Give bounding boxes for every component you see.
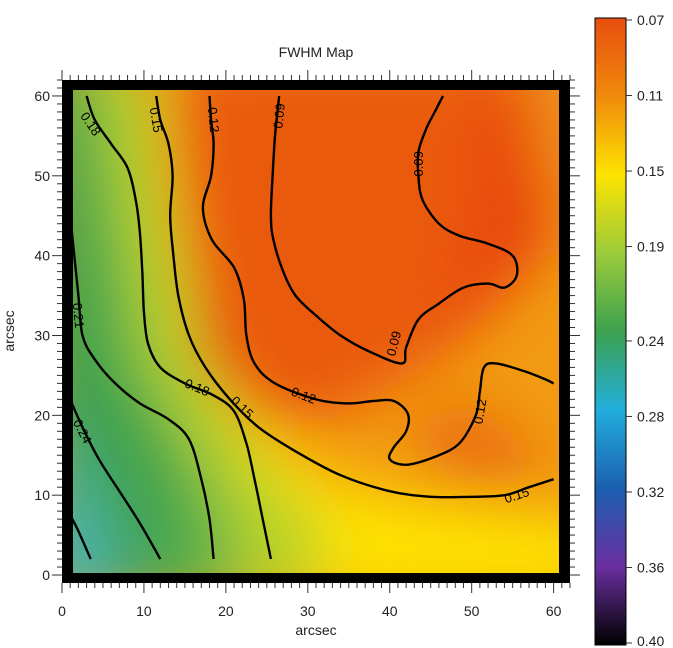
y-tick-label: 40 [34, 248, 50, 264]
contour-label-1-2: 0.12 [470, 398, 489, 425]
colorbar-tick-label: 0.32 [637, 484, 664, 500]
colorbar-tick-label: 0.24 [637, 333, 664, 349]
y-tick-label: 60 [34, 88, 50, 104]
colorbar-ticks: 0.07 0.11 0.15 0.19 0.24 0.28 0.32 0.36 0.40 [626, 12, 664, 648]
axes: 0 10 20 30 40 50 60 0 10 20 30 40 50 60 [34, 70, 580, 619]
contour-line-0 [269, 95, 519, 365]
contour-label-2-2: 0.15 [502, 484, 531, 506]
contour-label-0-2: 0.09 [383, 329, 404, 357]
y-tick-label: 20 [34, 407, 50, 423]
y-tick-label: 30 [34, 327, 50, 343]
x-tick-label: 0 [58, 603, 66, 619]
y-axis-title: arcsec [1, 310, 17, 351]
x-tick-label: 30 [300, 603, 316, 619]
contour-line-1 [201, 95, 555, 467]
contour-line-6 [73, 517, 92, 560]
colorbar-tick-label: 0.28 [637, 408, 664, 424]
contour-line-2 [155, 95, 554, 499]
contour-label-0-0: 0.09 [270, 103, 288, 130]
x-tick-label: 50 [464, 603, 480, 619]
colorbar-tick-label: 0.07 [637, 12, 664, 28]
contour-line-3 [85, 95, 273, 560]
y-tick-label: 0 [42, 567, 50, 583]
colorbar-tick-label: 0.19 [637, 239, 664, 255]
colorbar-tick-label: 0.15 [637, 163, 664, 179]
chart-title: FWHM Map [279, 44, 354, 60]
colorbar-bar [594, 17, 627, 646]
contour-label-2-0: 0.15 [147, 106, 166, 133]
y-tick-label: 50 [34, 168, 50, 184]
x-tick-label: 60 [546, 603, 562, 619]
colorbar: 0.07 0.11 0.15 0.19 0.24 0.28 0.32 0.36 0.40 [594, 12, 664, 648]
colorbar-tick-label: 0.36 [637, 559, 664, 575]
contour-label-0-1: 0.09 [411, 151, 426, 176]
contour-lines [73, 95, 555, 560]
x-tick-label: 20 [218, 603, 234, 619]
x-tick-label: 40 [382, 603, 398, 619]
heatmap-field [73, 90, 559, 573]
contour-label-4-0: 0.21 [70, 302, 88, 329]
contour-label-1-0: 0.12 [205, 107, 223, 134]
x-tick-label: 10 [136, 603, 152, 619]
colorbar-tick-label: 0.11 [637, 88, 663, 104]
contour-line-5 [73, 402, 162, 560]
x-axis-title: arcsec [295, 622, 336, 638]
colorbar-tick-label: 0.40 [637, 633, 664, 648]
y-tick-label: 10 [34, 487, 50, 503]
contour-line-4 [73, 231, 215, 560]
